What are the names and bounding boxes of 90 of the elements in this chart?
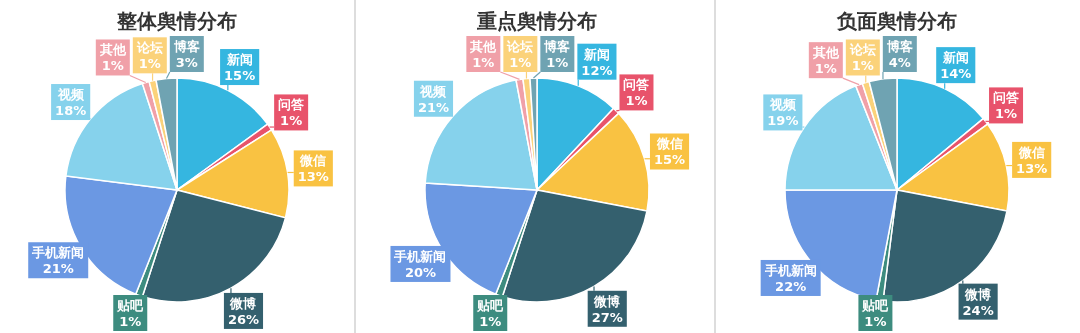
label: 手机新闻 21% [28,242,89,279]
data-label: 1% [625,93,648,109]
label: 贴吧 1% [113,294,148,331]
label: 微博 27% [587,285,627,327]
label: 问答 1% [615,74,654,112]
slice-label: 手机新闻 [31,245,85,261]
data-label: 3% [175,55,198,70]
slice-label: 论坛 [506,39,534,54]
data-label: 13% [1016,160,1048,176]
chart-title: 负面舆情分布 [836,9,957,33]
data-label: 1% [101,58,124,74]
data-label: 21% [42,261,74,277]
slice-label: 其他 [98,42,127,58]
slice-label: 微信 [655,136,683,152]
slice-label: 博客 [885,39,913,54]
label: 微博 24% [958,280,998,320]
slice-label: 问答 [993,90,1020,106]
label: 视频 18% [51,84,92,121]
slice-label: 贴吧 [116,298,145,313]
data-label: 19% [767,113,799,129]
data-label: 1% [995,106,1018,122]
slice-label: 视频 [419,83,448,99]
label: 微信 13% [287,150,333,187]
data-label: 4% [888,55,911,70]
chart-title: 重点舆情分布 [476,9,597,33]
label: 问答 1% [984,87,1024,124]
data-label: 1% [546,55,569,70]
data-label: 1% [119,314,142,329]
data-label: 24% [962,302,994,318]
data-label: 20% [404,264,437,280]
label: 问答 1% [269,94,309,131]
chart-title: 整体舆情分布 [116,9,237,33]
label: 视频 19% [763,94,805,131]
slice-label: 论坛 [848,42,876,58]
slice-label: 新闻 [941,50,969,66]
data-label: 1% [851,58,874,74]
slice-label: 其他 [811,45,840,61]
data-label: 1% [509,55,532,70]
slice-label: 其他 [469,39,498,54]
label: 博客 1% [532,36,575,79]
data-label: 26% [227,311,260,327]
slice-label: 问答 [623,77,650,93]
slice-label: 新闻 [225,52,253,68]
label: 手机新闻 22% [760,259,821,296]
data-label: 15% [653,152,686,168]
data-label: 1% [280,113,303,129]
label: 博客 4% [882,36,917,80]
slice-label: 视频 [768,97,797,113]
slice-label: 手机新闻 [763,262,817,278]
label: 手机新闻 20% [390,245,451,282]
slice-label: 贴吧 [476,298,505,313]
label: 贴吧 1% [858,295,893,331]
data-label: 22% [775,278,807,294]
data-label: 14% [940,66,972,82]
label: 博客 3% [165,36,204,80]
slice-label: 微信 [1017,144,1045,160]
label: 微博 26% [223,287,264,329]
slice-label: 手机新闻 [393,248,447,264]
slice-label: 微博 [593,293,621,309]
slice-label: 微信 [299,153,327,169]
label: 论坛 1% [503,36,538,80]
slice-label: 贴吧 [861,298,890,313]
label: 新闻 12% [577,43,617,87]
slice-label: 博客 [543,39,571,54]
data-label: 12% [581,62,613,78]
data-label: 1% [472,55,495,70]
label: 贴吧 1% [473,294,508,331]
slice-label: 论坛 [135,40,163,56]
data-label: 15% [224,68,256,84]
data-label: 21% [417,99,450,115]
slice-label: 新闻 [582,46,610,62]
slice-label: 视频 [56,87,85,103]
data-label: 1% [814,61,837,77]
data-label: 1% [479,314,502,329]
slice-label: 微博 [229,295,257,311]
data-label: 27% [591,309,623,325]
slice-label: 博客 [172,39,200,54]
data-label: 1% [864,314,887,329]
slice-label: 微博 [964,286,992,302]
label: 新闻 15% [220,49,260,91]
data-label: 13% [297,169,329,185]
label: 微信 13% [1005,141,1052,178]
label: 论坛 1% [132,37,167,82]
label: 论坛 1% [845,39,880,84]
data-label: 18% [55,103,87,119]
label: 微信 15% [643,133,690,170]
label: 新闻 14% [936,47,976,90]
label: 视频 21% [413,80,454,117]
data-label: 1% [138,56,161,72]
slice-label: 问答 [278,97,305,113]
